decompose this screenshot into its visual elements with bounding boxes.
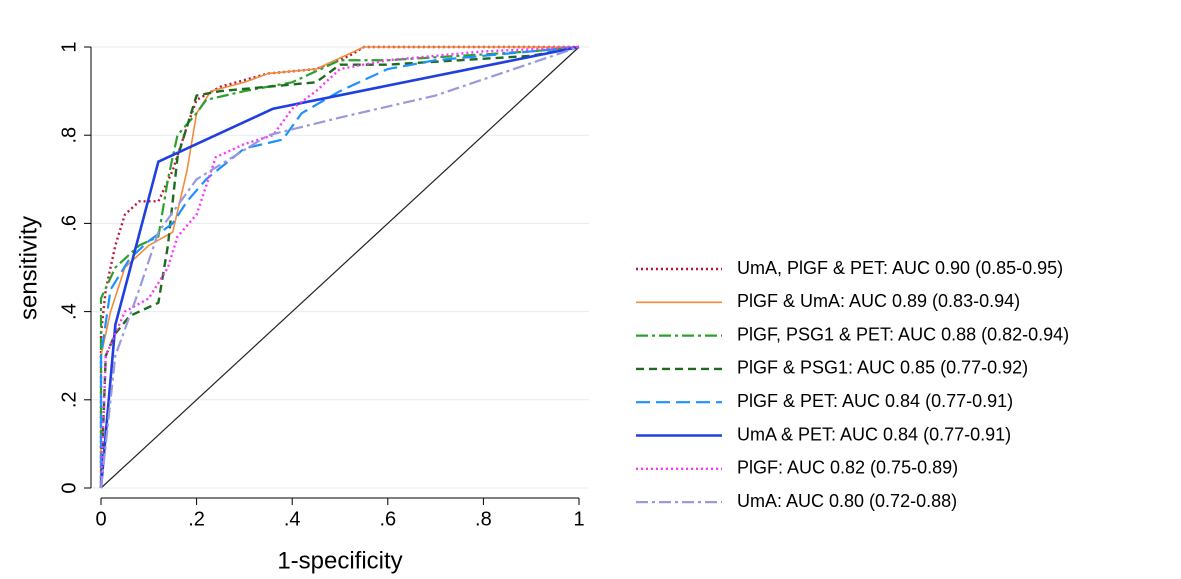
x-axis-title: 1-specificity	[277, 547, 402, 574]
legend-label: PlGF: AUC 0.82 (0.75-0.89)	[737, 458, 958, 478]
roc-line	[99, 45, 580, 488]
y-tick-label: .6	[58, 215, 80, 232]
x-tick-label: .6	[379, 508, 396, 530]
y-tick-label: .8	[58, 127, 80, 144]
legend-label: PlGF, PSG1 & PET: AUC 0.88 (0.82-0.94)	[737, 324, 1069, 344]
reference-line	[100, 46, 580, 489]
roc-line	[99, 45, 580, 489]
y-tick-label: .4	[58, 303, 80, 320]
legend-label: UmA & PET: AUC 0.84 (0.77-0.91)	[737, 424, 1011, 444]
legend-label: UmA: AUC 0.80 (0.72-0.88)	[737, 491, 957, 511]
x-tick-label: .8	[475, 508, 492, 530]
x-tick-label: 1	[573, 508, 584, 530]
y-axis-title: sensitivity	[15, 216, 42, 320]
x-tick-label: 0	[95, 508, 106, 530]
y-tick-label: .2	[58, 391, 80, 408]
legend-label: UmA, PlGF & PET: AUC 0.90 (0.85-0.95)	[737, 258, 1063, 278]
legend-label: PlGF & PET: AUC 0.84 (0.77-0.91)	[737, 391, 1013, 411]
roc-line	[99, 45, 580, 489]
x-tick-label: .2	[188, 508, 205, 530]
legend-label: PlGF & PSG1: AUC 0.85 (0.77-0.92)	[737, 358, 1028, 378]
y-tick-label: 1	[58, 41, 80, 52]
roc-line	[99, 45, 580, 489]
legend-label: PlGF & UmA: AUC 0.89 (0.83-0.94)	[737, 291, 1020, 311]
plot-area	[91, 20, 589, 498]
roc-line	[99, 45, 580, 489]
roc-line	[100, 46, 579, 488]
x-tick-label: .4	[284, 508, 301, 530]
roc-line	[99, 45, 580, 488]
y-tick-label: 0	[58, 482, 80, 493]
